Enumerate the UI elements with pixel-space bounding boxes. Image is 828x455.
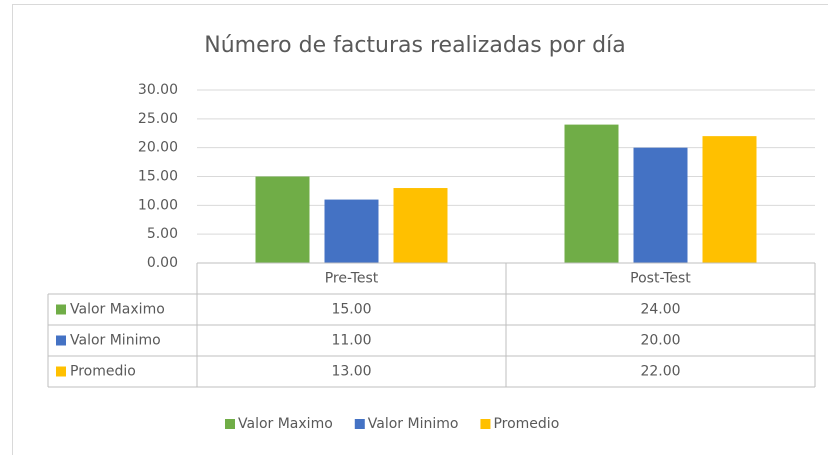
y-tick-label: 15.00 <box>138 169 178 185</box>
legend-key <box>354 419 365 429</box>
table-series-name: Promedio <box>70 364 136 380</box>
chart-title: Número de facturas realizadas por día <box>204 33 626 58</box>
y-tick-label: 0.00 <box>147 255 178 271</box>
bar <box>393 188 448 263</box>
y-tick-label: 5.00 <box>147 226 178 242</box>
legend-label: Valor Minimo <box>368 416 459 432</box>
table-value: 13.00 <box>331 364 371 380</box>
table-legend-key <box>56 366 66 377</box>
table-legend-key <box>56 304 66 315</box>
x-tick-label: Post-Test <box>630 271 691 287</box>
bar <box>564 124 619 263</box>
y-tick-label: 20.00 <box>138 140 178 156</box>
table-value: 11.00 <box>331 333 371 349</box>
y-tick-label: 10.00 <box>138 197 178 213</box>
bar <box>255 176 310 263</box>
legend-label: Valor Maximo <box>238 416 333 432</box>
table-value: 15.00 <box>331 302 371 318</box>
y-tick-label: 30.00 <box>138 82 178 98</box>
table-series-name: Valor Maximo <box>70 302 165 318</box>
legend-key <box>480 419 491 429</box>
x-tick-label: Pre-Test <box>325 271 379 287</box>
y-tick-label: 25.00 <box>138 111 178 127</box>
table-series-name: Valor Minimo <box>70 333 161 349</box>
bar <box>633 147 688 263</box>
table-legend-key <box>56 335 66 346</box>
legend-label: Promedio <box>493 416 559 432</box>
table-value: 22.00 <box>640 364 680 380</box>
table-value: 24.00 <box>640 302 680 318</box>
bar <box>702 136 757 263</box>
table-value: 20.00 <box>640 333 680 349</box>
legend-key <box>225 419 235 429</box>
bar <box>324 199 379 263</box>
